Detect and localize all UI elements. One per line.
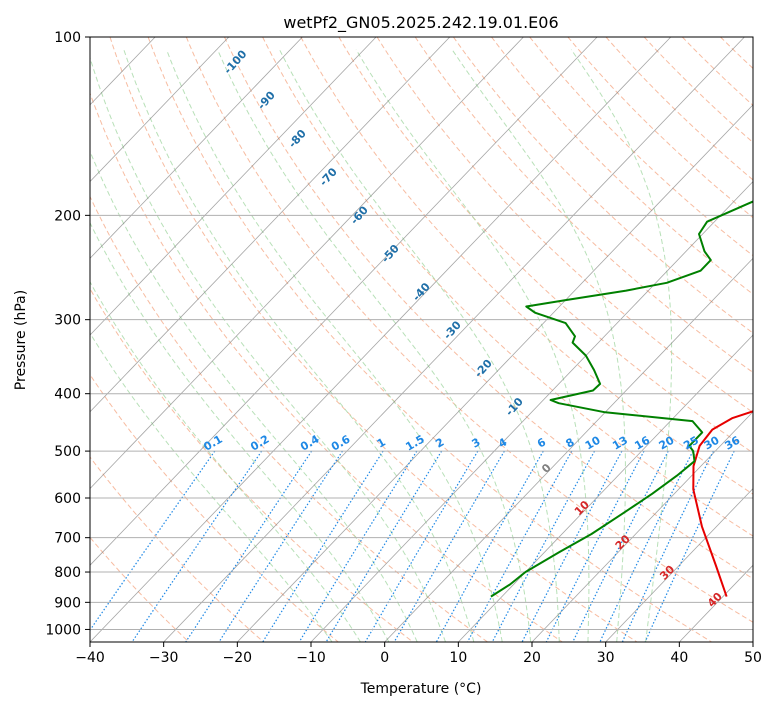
isotherm-line: [90, 37, 672, 642]
mixing-ratio-line: [218, 450, 344, 642]
moist-adiabat-line: [90, 280, 361, 642]
y-axis-ticks: 1000 900 800 700 600 500 400 300 200 100: [45, 30, 90, 638]
x-tick-label: −30: [149, 650, 179, 666]
mixing-ratio-line: [599, 450, 694, 642]
y-tick-label: 400: [54, 387, 81, 403]
moist-adiabat-line: [451, 49, 626, 642]
mixing-ratio-line: [572, 450, 669, 642]
x-tick-label: 0: [380, 650, 389, 666]
moist-adiabat-line: [570, 49, 673, 642]
y-tick-label: 100: [54, 30, 81, 46]
mixing-ratio-line: [521, 450, 623, 642]
x-tick-label: −40: [75, 650, 105, 666]
moist-adiabat-line: [90, 221, 390, 642]
x-tick-label: −20: [223, 650, 253, 666]
dry-adiabat-line: [452, 37, 753, 334]
y-tick-label: 800: [54, 565, 81, 581]
dry-adiabat-line: [185, 37, 753, 623]
y-tick-label: 200: [54, 208, 81, 224]
dry-adiabat-line: [567, 37, 753, 219]
isotherm-line: [531, 411, 753, 642]
isotherm-line: [90, 37, 524, 490]
moist-adiabat-line: [279, 49, 560, 642]
plot-frame: [89, 36, 754, 643]
x-tick-label: −10: [296, 650, 326, 666]
mixing-ratio-line: [298, 450, 418, 642]
dry-adiabat-line: [491, 37, 753, 295]
moist-adiabat-line: [217, 49, 532, 642]
moist-adiabat-line: [90, 150, 418, 642]
mixing-ratio-line: [90, 450, 216, 632]
x-tick-label: 30: [597, 650, 615, 666]
y-tick-label: 600: [54, 491, 81, 507]
x-tick-label: 10: [449, 650, 467, 666]
x-tick-label: 40: [670, 650, 688, 666]
dry-adiabat-line: [262, 37, 753, 537]
dry-adiabat-line: [90, 536, 190, 642]
isotherm-line: [310, 181, 753, 642]
dry-adiabat-line: [109, 37, 638, 642]
isotherm-line: [90, 37, 230, 183]
dry-adiabat-line: [643, 37, 753, 144]
y-tick-label: 1000: [45, 622, 81, 638]
plot-area: [90, 37, 753, 642]
temperature-profile-line: [692, 410, 753, 597]
mixing-ratio-line: [466, 450, 573, 642]
mixing-ratio-line: [131, 450, 263, 642]
moist-adiabat-line: [90, 56, 446, 642]
y-tick-label: 300: [54, 313, 81, 329]
mixing-ratio-line: [491, 450, 596, 642]
dry-adiabat-line: [90, 456, 264, 642]
x-tick-label: 20: [523, 650, 541, 666]
y-tick-label: 900: [54, 595, 81, 611]
y-tick-label: 700: [54, 531, 81, 547]
moist-adiabat-line: [355, 49, 590, 642]
isotherm-line: [90, 37, 598, 566]
isotherm-line: [90, 37, 451, 413]
y-axis-title: Pressure (hPa): [13, 290, 29, 390]
isotherm-line: [458, 334, 753, 642]
mixing-ratio-line: [435, 450, 544, 642]
dry-adiabat-line: [376, 37, 753, 413]
background-lines: [90, 37, 753, 642]
moist-adiabat-line: [166, 49, 503, 642]
x-axis-ticks: −40 −30 −20 −10 0 10 20 30 40 50: [75, 642, 762, 666]
chart-title: wetPf2_GN05.2025.242.19.01.E06: [283, 13, 558, 33]
dry-adiabat-line: [224, 37, 753, 580]
moist-adiabat-line: [90, 332, 333, 642]
isotherm-line: [384, 257, 753, 642]
isotherm-line: [90, 37, 377, 336]
mixing-ratio-line: [545, 450, 645, 642]
mixing-ratio-line: [644, 450, 735, 642]
mixing-ratio-line: [262, 450, 384, 642]
dry-adiabat-line: [90, 91, 563, 642]
dewpoint-profile-line: [490, 200, 753, 598]
isotherm-line: [163, 37, 745, 642]
mixing-ratio-line: [325, 450, 443, 642]
isotherm-line: [237, 104, 753, 642]
isotherm-line: [90, 37, 303, 259]
profile-curves: [490, 200, 753, 598]
dry-adiabat-line: [90, 287, 414, 642]
mixing-ratio-line: [621, 450, 714, 642]
isotherm-line: [605, 487, 753, 642]
y-tick-label: 500: [54, 444, 81, 460]
pressure-gridlines: [90, 37, 753, 630]
moist-adiabat-line: [123, 49, 475, 642]
x-axis-title: Temperature (°C): [360, 681, 482, 697]
x-tick-label: 50: [744, 650, 762, 666]
